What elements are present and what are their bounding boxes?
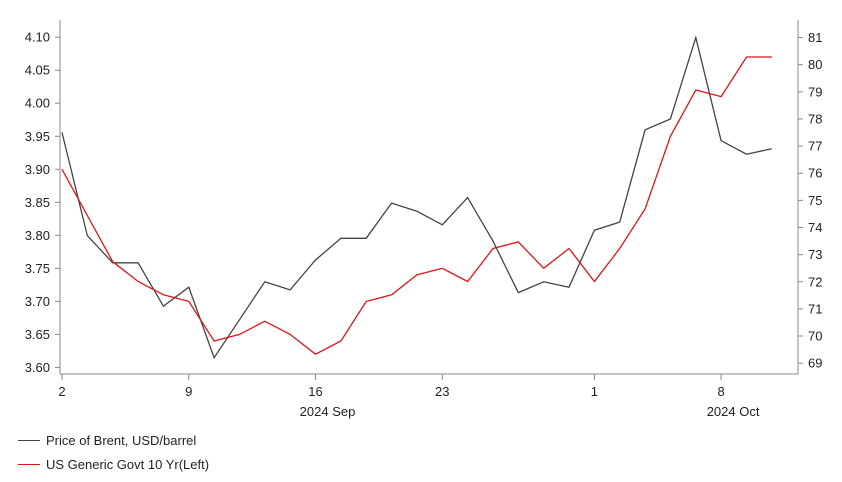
legend-swatch-brent [18,440,40,441]
legend-swatch-us10y [18,464,40,465]
left-tick-label: 4.05 [25,63,50,78]
left-tick-label: 4.00 [25,96,50,111]
month-label: 2024 Sep [300,404,356,419]
left-tick-label: 3.60 [25,360,50,375]
left-tick-label: 3.75 [25,261,50,276]
right-tick-label: 80 [808,57,822,72]
series-line-us10y [61,56,772,355]
legend-item-us10y: US Generic Govt 10 Yr(Left) [18,457,209,472]
left-tick-label: 3.80 [25,228,50,243]
series-layer [61,35,772,360]
x-tick-label: 16 [308,384,322,399]
month-label: 2024 Oct [707,404,760,419]
left-tick-label: 3.70 [25,294,50,309]
legend-label-us10y: US Generic Govt 10 Yr(Left) [46,457,210,472]
left-tick-label: 3.65 [25,327,50,342]
right-tick-label: 69 [808,356,822,371]
x-tick-label: 2 [58,384,65,399]
left-tick-label: 3.90 [25,162,50,177]
axes: 3.60 3.65 3.70 3.75 3.80 3.85 3.90 3.95 4.00 4.05… [25,20,822,419]
right-tick-label: 76 [808,166,822,181]
right-tick-label: 71 [808,301,822,316]
left-tick-label: 3.85 [25,195,50,210]
right-tick-label: 73 [808,247,822,262]
left-tick-label: 3.95 [25,129,50,144]
legend-item-brent: Price of Brent, USD/barrel [18,433,196,448]
right-tick-label: 75 [808,193,822,208]
left-tick-label: 4.10 [25,30,50,45]
x-tick-label: 9 [185,384,192,399]
right-tick-label: 74 [808,220,822,235]
chart: 3.60 3.65 3.70 3.75 3.80 3.85 3.90 3.95 4.00 4.05… [25,20,822,419]
legend-label-brent: Price of Brent, USD/barrel [46,433,197,448]
right-tick-label: 70 [808,329,822,344]
right-tick-label: 78 [808,111,822,126]
x-tick-label: 8 [717,384,724,399]
right-tick-label: 81 [808,30,822,45]
right-tick-label: 77 [808,139,822,154]
series-line-brent [61,35,772,360]
right-tick-label: 79 [808,84,822,99]
x-tick-label: 23 [435,384,449,399]
right-tick-label: 72 [808,274,822,289]
x-tick-label: 1 [591,384,598,399]
